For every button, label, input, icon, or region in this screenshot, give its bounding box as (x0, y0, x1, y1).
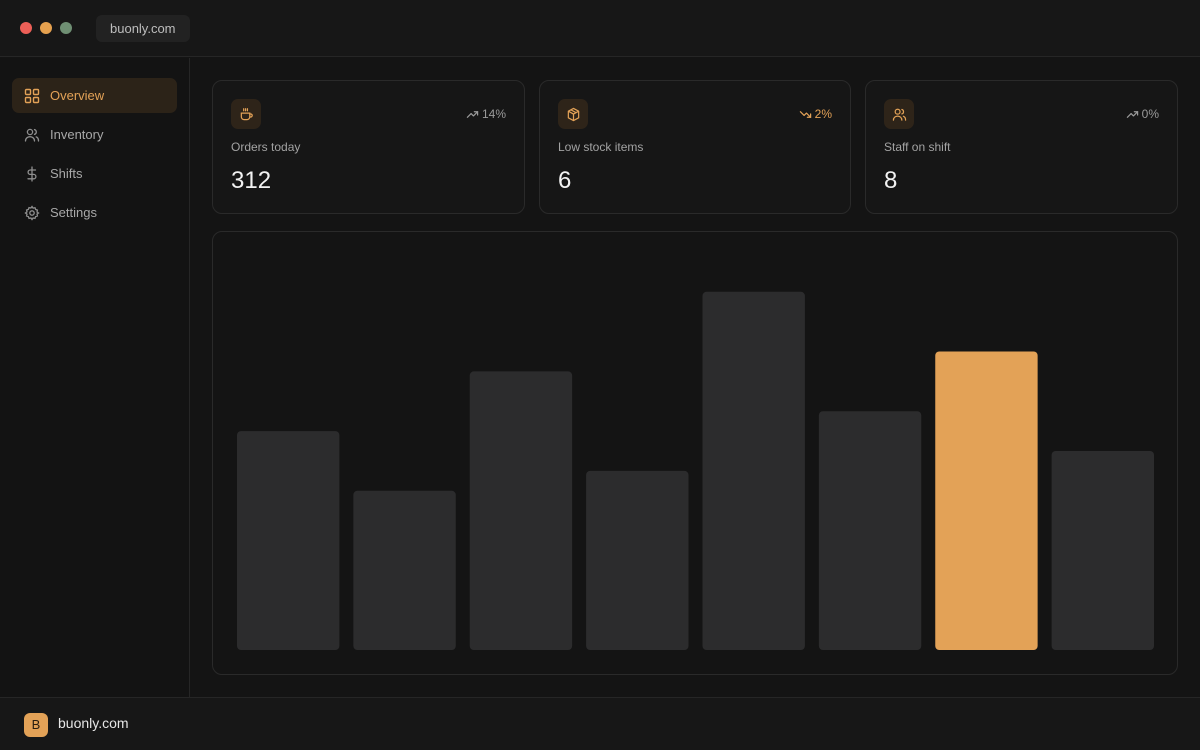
brand-logo: B (24, 713, 48, 737)
stat-card-orders: 14% Orders today 312 (212, 80, 525, 214)
trend-indicator: 0% (1126, 107, 1159, 121)
minimize-window-button[interactable] (40, 22, 52, 34)
grid-icon (24, 88, 40, 104)
chart-bar[interactable] (237, 431, 340, 650)
chart-bar-highlighted[interactable] (935, 351, 1038, 651)
trend-up-icon (1126, 110, 1138, 118)
brand-name: buonly.com (58, 715, 129, 731)
chart-bar[interactable] (702, 291, 805, 650)
address-bar[interactable]: buonly.com (96, 15, 190, 42)
sidebar-item-shifts[interactable]: Shifts (12, 156, 177, 191)
box-icon (558, 99, 588, 129)
trend-down-icon (799, 110, 811, 118)
bar-chart-card (212, 231, 1178, 675)
title-bar: buonly.com (0, 0, 1200, 57)
sidebar-item-overview[interactable]: Overview (12, 78, 177, 113)
stat-label: Low stock items (558, 140, 644, 154)
close-window-button[interactable] (20, 22, 32, 34)
sidebar-item-label: Overview (50, 88, 105, 103)
maximize-window-button[interactable] (60, 22, 72, 34)
sidebar-item-label: Shifts (50, 166, 83, 181)
sidebar: Overview Inventory Shifts Settings (0, 58, 190, 697)
users-icon (884, 99, 914, 129)
stat-card-staff: 0% Staff on shift 8 (865, 80, 1178, 214)
stat-card-low-stock: 2% Low stock items 6 (539, 80, 851, 214)
stat-label: Orders today (231, 140, 301, 154)
stat-value: 312 (231, 167, 272, 194)
trend-up-icon (466, 110, 479, 118)
users-icon (24, 127, 40, 143)
stat-value: 8 (884, 167, 898, 194)
trend-value: 2% (814, 107, 832, 121)
dollar-icon (24, 165, 40, 182)
bar-chart (237, 291, 1154, 651)
trend-indicator: 2% (799, 107, 832, 121)
sidebar-item-label: Settings (50, 205, 97, 220)
chart-bar[interactable] (1051, 451, 1154, 650)
chart-bar[interactable] (818, 411, 922, 650)
sidebar-item-label: Inventory (50, 127, 104, 142)
footer: B buonly.com (0, 697, 1200, 750)
stat-label: Staff on shift (884, 140, 951, 154)
trend-value: 0% (1141, 107, 1159, 121)
trend-value: 14% (481, 107, 506, 121)
gear-icon (24, 204, 40, 221)
coffee-cup-icon (231, 99, 261, 129)
chart-bar[interactable] (469, 371, 573, 650)
sidebar-item-inventory[interactable]: Inventory (12, 117, 177, 152)
chart-bar[interactable] (353, 490, 456, 650)
chart-bar[interactable] (586, 470, 689, 650)
trend-indicator: 14% (466, 107, 506, 121)
stat-value: 6 (558, 167, 572, 194)
sidebar-item-settings[interactable]: Settings (12, 195, 177, 230)
